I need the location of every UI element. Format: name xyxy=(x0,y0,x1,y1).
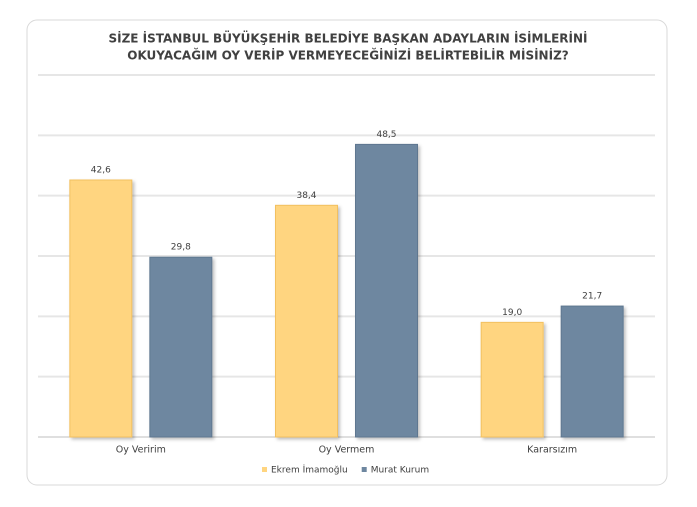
legend-label: Ekrem İmamoğlu xyxy=(271,465,348,476)
value-label: 21,7 xyxy=(582,292,602,302)
value-label: 48,5 xyxy=(376,130,396,140)
chart-title: OKUYACAĞIM OY VERİP VERMEYECEĞİNİZİ BELİ… xyxy=(127,48,569,63)
bar xyxy=(560,305,624,438)
value-label: 19,0 xyxy=(502,308,522,318)
legend-swatch xyxy=(262,467,267,472)
legend-swatch xyxy=(361,467,367,472)
value-label: 42,6 xyxy=(91,165,111,175)
legend-label: Murat Kurum xyxy=(371,466,429,476)
bar xyxy=(69,179,133,438)
chart-title: SİZE İSTANBUL BÜYÜKŞEHİR BELEDİYE BAŞKAN… xyxy=(108,31,587,46)
value-label: 29,8 xyxy=(171,243,191,253)
value-label: 38,4 xyxy=(296,191,316,201)
bar xyxy=(480,321,544,438)
bar xyxy=(275,204,338,438)
bar xyxy=(149,256,213,438)
x-tick-label: Kararsızım xyxy=(527,445,577,456)
bar xyxy=(355,143,418,438)
x-tick-label: Oy Vermem xyxy=(319,445,375,456)
x-tick-label: Oy Veririm xyxy=(116,445,166,456)
